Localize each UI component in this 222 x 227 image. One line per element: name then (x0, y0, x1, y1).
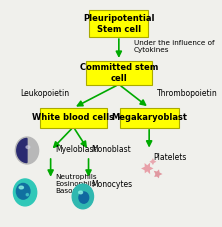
Text: Monoblast: Monoblast (91, 145, 131, 154)
Text: Monocytes: Monocytes (91, 180, 133, 189)
Ellipse shape (72, 184, 93, 209)
Text: Under the influence of
Cytokines: Under the influence of Cytokines (134, 40, 214, 53)
Ellipse shape (14, 179, 37, 206)
FancyBboxPatch shape (40, 108, 107, 128)
Ellipse shape (19, 186, 23, 189)
Text: Committed stem
cell: Committed stem cell (80, 63, 158, 83)
Text: White blood cells: White blood cells (32, 114, 114, 123)
Wedge shape (17, 138, 27, 163)
FancyBboxPatch shape (86, 61, 152, 86)
Text: Neutrophils
Eosinophils
Basophils: Neutrophils Eosinophils Basophils (55, 174, 97, 194)
Text: Pleuripotential
Stem cell: Pleuripotential Stem cell (83, 14, 155, 34)
FancyBboxPatch shape (120, 108, 178, 128)
Ellipse shape (26, 194, 28, 196)
Ellipse shape (79, 192, 89, 203)
Ellipse shape (16, 183, 30, 199)
Text: Leukopoietin: Leukopoietin (20, 89, 69, 98)
Ellipse shape (15, 137, 39, 164)
Ellipse shape (79, 191, 83, 194)
Ellipse shape (26, 146, 30, 148)
Text: Myeloblast: Myeloblast (55, 145, 97, 154)
Polygon shape (154, 169, 163, 178)
Text: Thrombopoietin: Thrombopoietin (157, 89, 218, 98)
FancyBboxPatch shape (89, 10, 148, 37)
Text: Megakaryoblast: Megakaryoblast (111, 114, 187, 123)
Text: Platelets: Platelets (153, 153, 186, 162)
Polygon shape (149, 158, 157, 165)
Polygon shape (141, 163, 153, 174)
